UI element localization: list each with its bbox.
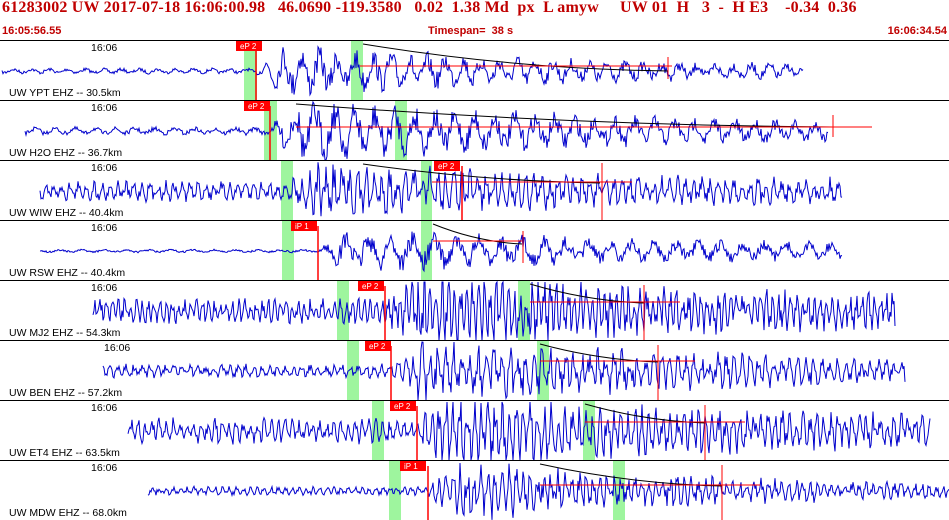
- trace-plot[interactable]: eP 2: [0, 401, 949, 460]
- coda-decay-curve: [362, 43, 669, 72]
- trace-time-label: 16:06: [91, 162, 118, 174]
- timespan-label: Timespan= 38 s: [428, 25, 514, 37]
- station-label: UW H2O EHZ -- 36.7km: [9, 147, 123, 159]
- trace-plot[interactable]: iP 1: [0, 221, 949, 280]
- time-window-marker: [337, 281, 349, 340]
- time-window-marker: [347, 341, 359, 400]
- trace-plot[interactable]: eP 2: [0, 41, 949, 100]
- trace-panel[interactable]: eP 2 16:06 UW YPT EHZ -- 30.5km: [0, 40, 949, 100]
- coda-decay-curve: [432, 223, 523, 245]
- trace-panel[interactable]: eP 2 16:06 UW ET4 EHZ -- 63.5km: [0, 400, 949, 460]
- trace-panel[interactable]: iP 1 16:06 UW MDW EHZ -- 68.0km: [0, 460, 949, 520]
- trace-plot[interactable]: eP 2: [0, 281, 949, 340]
- trace-time-label: 16:06: [91, 462, 118, 474]
- pick-label: eP 2: [240, 42, 257, 51]
- trace-panel[interactable]: eP 2 16:06 UW WIW EHZ -- 40.4km: [0, 160, 949, 220]
- pick-label: iP 1: [295, 222, 309, 231]
- waveform-trace: [102, 341, 906, 400]
- window-start-time: 16:05:56.55: [2, 25, 62, 37]
- trace-plot[interactable]: eP 2: [0, 101, 949, 160]
- waveform-trace: [1, 45, 804, 97]
- trace-plot[interactable]: iP 1: [0, 461, 949, 520]
- trace-time-label: 16:06: [91, 402, 118, 414]
- waveform-trace: [39, 162, 843, 217]
- station-label: UW MDW EHZ -- 68.0km: [9, 507, 127, 519]
- pick-label-box[interactable]: [390, 401, 416, 411]
- time-window-marker: [421, 221, 432, 280]
- window-end-time: 16:06:34.54: [887, 25, 947, 37]
- waveform-trace: [24, 101, 829, 160]
- coda-decay-curve: [295, 103, 834, 128]
- waveform-trace: [39, 231, 843, 273]
- coda-decay-curve: [584, 403, 706, 424]
- trace-panel[interactable]: eP 2 16:06 UW BEN EHZ -- 57.2km: [0, 340, 949, 400]
- pick-label-box[interactable]: [244, 101, 270, 111]
- coda-decay-curve: [362, 163, 601, 184]
- seismogram-panels: eP 2 16:06 UW YPT EHZ -- 30.5km eP 2 16:…: [0, 40, 949, 520]
- pick-label-box[interactable]: [291, 221, 317, 231]
- station-label: UW MJ2 EHZ -- 54.3km: [9, 327, 121, 339]
- trace-panel[interactable]: eP 2 16:06 UW MJ2 EHZ -- 54.3km: [0, 280, 949, 340]
- time-window-marker: [244, 41, 257, 100]
- trace-time-label: 16:06: [91, 282, 118, 294]
- pick-label-box[interactable]: [236, 41, 262, 51]
- station-label: UW WIW EHZ -- 40.4km: [9, 207, 124, 219]
- waveform-trace: [92, 281, 896, 340]
- trace-plot[interactable]: eP 2: [0, 161, 949, 220]
- event-header: 61283002 UW 2017-07-18 16:06:00.98 46.06…: [0, 0, 949, 40]
- waveform-trace: [147, 462, 949, 520]
- trace-time-label: 16:06: [91, 102, 118, 114]
- station-label: UW YPT EHZ -- 30.5km: [9, 87, 121, 99]
- trace-panel[interactable]: iP 1 16:06 UW RSW EHZ -- 40.4km: [0, 220, 949, 280]
- station-label: UW BEN EHZ -- 57.2km: [9, 387, 123, 399]
- pick-label: eP 2: [248, 102, 265, 111]
- pick-label: eP 2: [438, 162, 455, 171]
- pick-label: eP 2: [394, 402, 411, 411]
- station-label: UW RSW EHZ -- 40.4km: [9, 267, 126, 279]
- pick-label-box[interactable]: [400, 461, 426, 471]
- trace-plot[interactable]: eP 2: [0, 341, 949, 400]
- pick-label-box[interactable]: [434, 161, 460, 171]
- pick-label-box[interactable]: [358, 281, 384, 291]
- pick-label: iP 1: [404, 462, 418, 471]
- time-window-marker: [583, 401, 595, 460]
- pick-label-box[interactable]: [365, 341, 391, 351]
- coda-decay-curve: [539, 463, 723, 487]
- pick-label: eP 2: [362, 282, 379, 291]
- time-window-marker: [351, 41, 363, 100]
- pick-label: eP 2: [369, 342, 386, 351]
- waveform-trace: [127, 401, 931, 460]
- trace-time-label: 16:06: [104, 342, 131, 354]
- trace-time-label: 16:06: [91, 222, 118, 234]
- station-label: UW ET4 EHZ -- 63.5km: [9, 447, 120, 459]
- time-window-marker: [537, 341, 549, 400]
- trace-panel[interactable]: eP 2 16:06 UW H2O EHZ -- 36.7km: [0, 100, 949, 160]
- event-summary-line: 61283002 UW 2017-07-18 16:06:00.98 46.06…: [2, 0, 857, 16]
- trace-time-label: 16:06: [91, 42, 118, 54]
